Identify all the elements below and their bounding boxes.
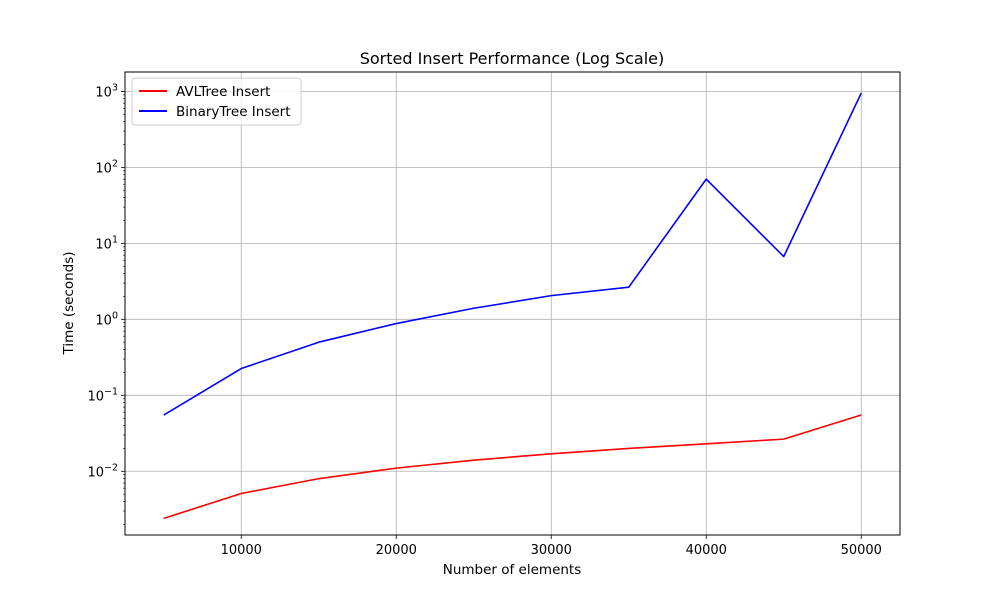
legend: AVLTree Insert BinaryTree Insert: [131, 77, 302, 126]
plot-frame: [124, 71, 901, 536]
x-tick-label: 40000: [686, 543, 727, 558]
y-tick-label: 102: [95, 158, 118, 176]
x-tick-label: 20000: [376, 543, 417, 558]
x-tick-label: 50000: [841, 543, 882, 558]
y-tick-label: 103: [95, 82, 118, 100]
y-axis-label: Time (seconds): [61, 251, 77, 355]
x-tick-label: 10000: [221, 543, 262, 558]
series-lines: [163, 92, 862, 520]
x-axis-label: Number of elements: [443, 562, 582, 578]
x-axis-ticks: 10000 20000 30000 40000 50000: [221, 535, 882, 558]
y-tick-label: 10−2: [87, 462, 118, 480]
x-tick-label: 30000: [531, 543, 572, 558]
y-tick-label: 100: [95, 310, 118, 328]
y-tick-label: 101: [95, 234, 118, 252]
chart-title: Sorted Insert Performance (Log Scale): [360, 49, 665, 68]
series-line-avltree: [163, 414, 862, 520]
grid-lines: [125, 72, 900, 535]
legend-label-avltree: AVLTree Insert: [176, 84, 270, 100]
y-tick-label: 10−1: [87, 386, 118, 404]
legend-label-binarytree: BinaryTree Insert: [176, 104, 291, 120]
legend-box: [131, 77, 302, 126]
y-axis-ticks: 10−2 10−1 100 101 102 103: [87, 82, 125, 525]
series-line-binarytree: [163, 92, 862, 416]
